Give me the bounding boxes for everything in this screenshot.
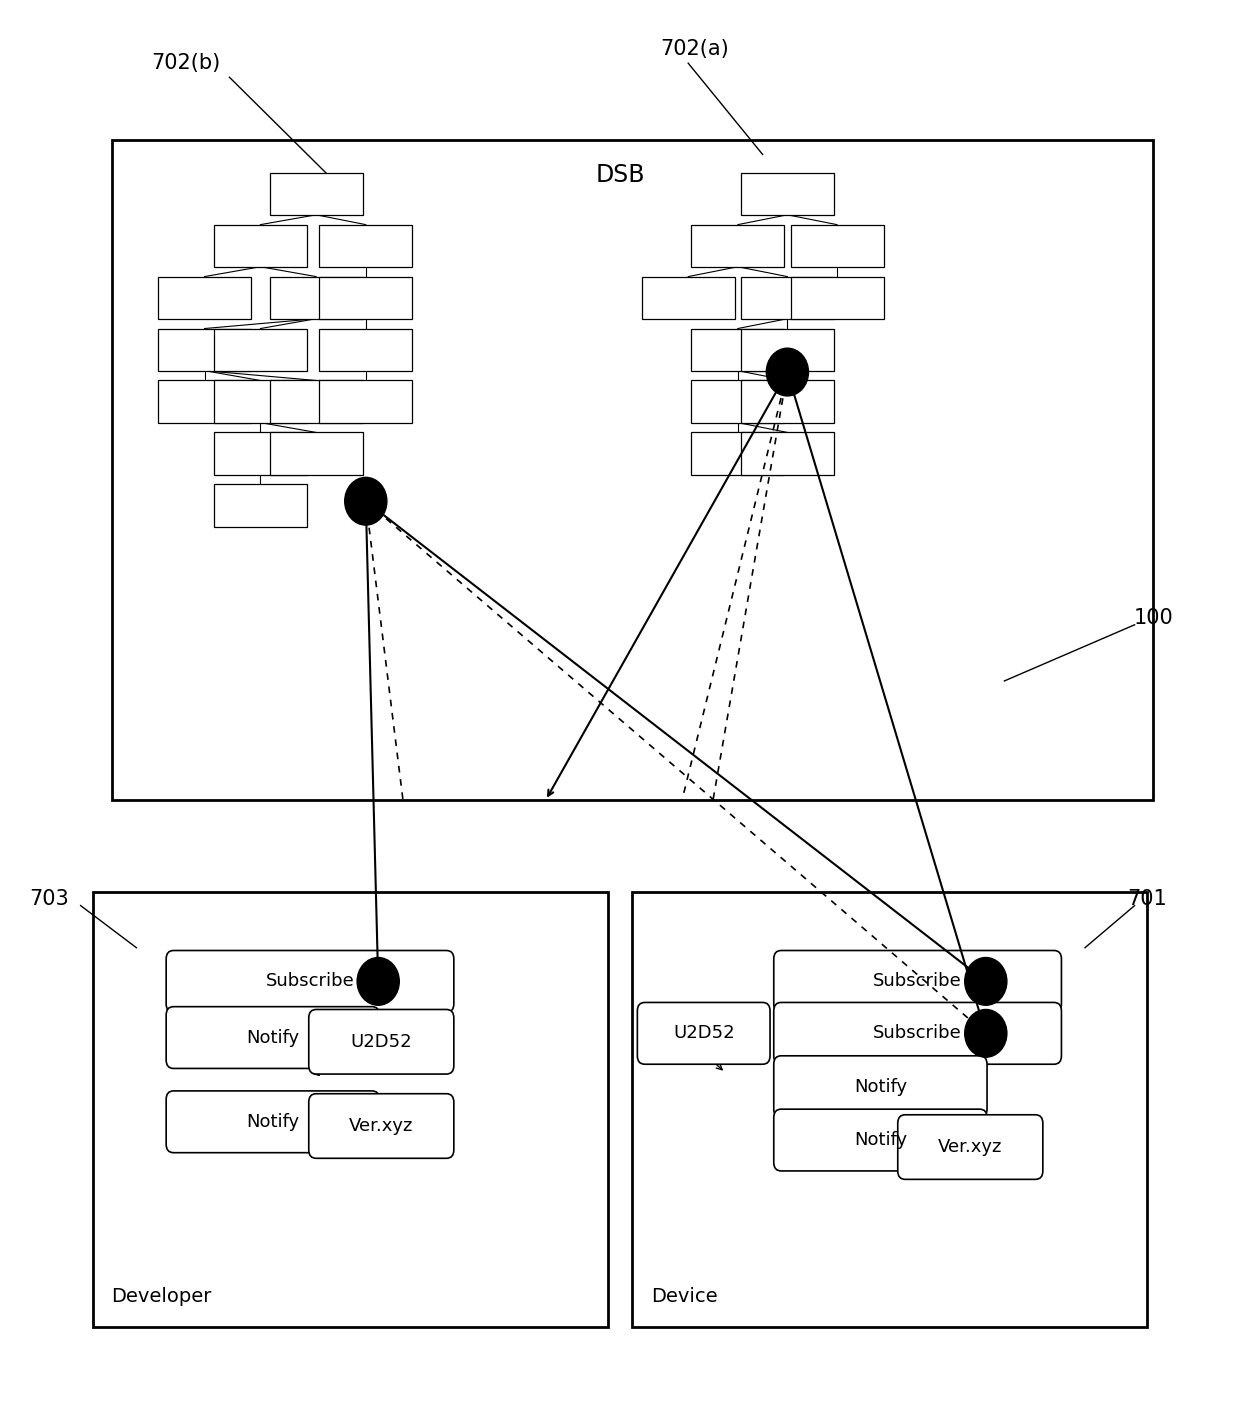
FancyBboxPatch shape <box>166 1091 379 1153</box>
FancyBboxPatch shape <box>637 1002 770 1064</box>
Circle shape <box>345 477 387 525</box>
Circle shape <box>965 958 1007 1005</box>
Text: U2D52: U2D52 <box>673 1025 734 1042</box>
Text: 701: 701 <box>1127 889 1167 908</box>
Bar <box>742 380 835 423</box>
Bar <box>112 140 1153 800</box>
Bar <box>320 277 412 319</box>
FancyBboxPatch shape <box>309 1094 454 1158</box>
Bar <box>320 380 412 423</box>
Bar <box>692 329 784 371</box>
Bar <box>642 277 734 319</box>
Text: Notify: Notify <box>854 1132 906 1148</box>
Bar <box>791 277 883 319</box>
Text: 702(a): 702(a) <box>660 39 729 59</box>
Bar <box>213 380 306 423</box>
Text: 100: 100 <box>1133 608 1173 628</box>
Text: U2D52: U2D52 <box>351 1033 412 1050</box>
Circle shape <box>766 348 808 396</box>
Bar <box>320 329 412 371</box>
Text: Subscribe: Subscribe <box>873 1025 962 1042</box>
FancyBboxPatch shape <box>774 1056 987 1118</box>
Text: 703: 703 <box>30 889 69 908</box>
Bar <box>742 173 835 215</box>
Bar <box>213 484 306 526</box>
Bar <box>159 277 250 319</box>
Text: Developer: Developer <box>112 1286 212 1306</box>
Text: 702(b): 702(b) <box>151 53 221 73</box>
Bar <box>692 432 784 475</box>
Text: Subscribe: Subscribe <box>265 973 355 990</box>
FancyBboxPatch shape <box>774 1002 1061 1064</box>
Bar <box>159 329 250 371</box>
Circle shape <box>357 958 399 1005</box>
Bar <box>320 225 412 267</box>
Text: Notify: Notify <box>247 1029 299 1046</box>
Bar <box>742 277 835 319</box>
Bar <box>270 173 362 215</box>
Text: Device: Device <box>651 1286 718 1306</box>
FancyBboxPatch shape <box>166 1007 379 1068</box>
Bar <box>791 225 883 267</box>
Text: Notify: Notify <box>247 1113 299 1130</box>
Text: Notify: Notify <box>854 1078 906 1095</box>
Bar <box>213 432 306 475</box>
Bar <box>692 225 784 267</box>
Bar <box>692 380 784 423</box>
Text: Ver.xyz: Ver.xyz <box>939 1139 1002 1155</box>
FancyBboxPatch shape <box>166 951 454 1012</box>
Text: Subscribe: Subscribe <box>873 973 962 990</box>
Bar <box>213 329 306 371</box>
Bar <box>270 432 362 475</box>
Bar <box>93 892 608 1327</box>
Bar <box>632 892 1147 1327</box>
Text: DSB: DSB <box>595 163 645 188</box>
Bar <box>159 380 250 423</box>
FancyBboxPatch shape <box>774 951 1061 1012</box>
FancyBboxPatch shape <box>774 1109 987 1171</box>
FancyBboxPatch shape <box>309 1009 454 1074</box>
Bar <box>270 277 362 319</box>
Bar <box>213 225 306 267</box>
Bar <box>742 329 835 371</box>
FancyBboxPatch shape <box>898 1115 1043 1179</box>
Text: Ver.xyz: Ver.xyz <box>350 1118 413 1134</box>
Circle shape <box>965 1009 1007 1057</box>
Bar <box>742 432 835 475</box>
Bar <box>270 380 362 423</box>
